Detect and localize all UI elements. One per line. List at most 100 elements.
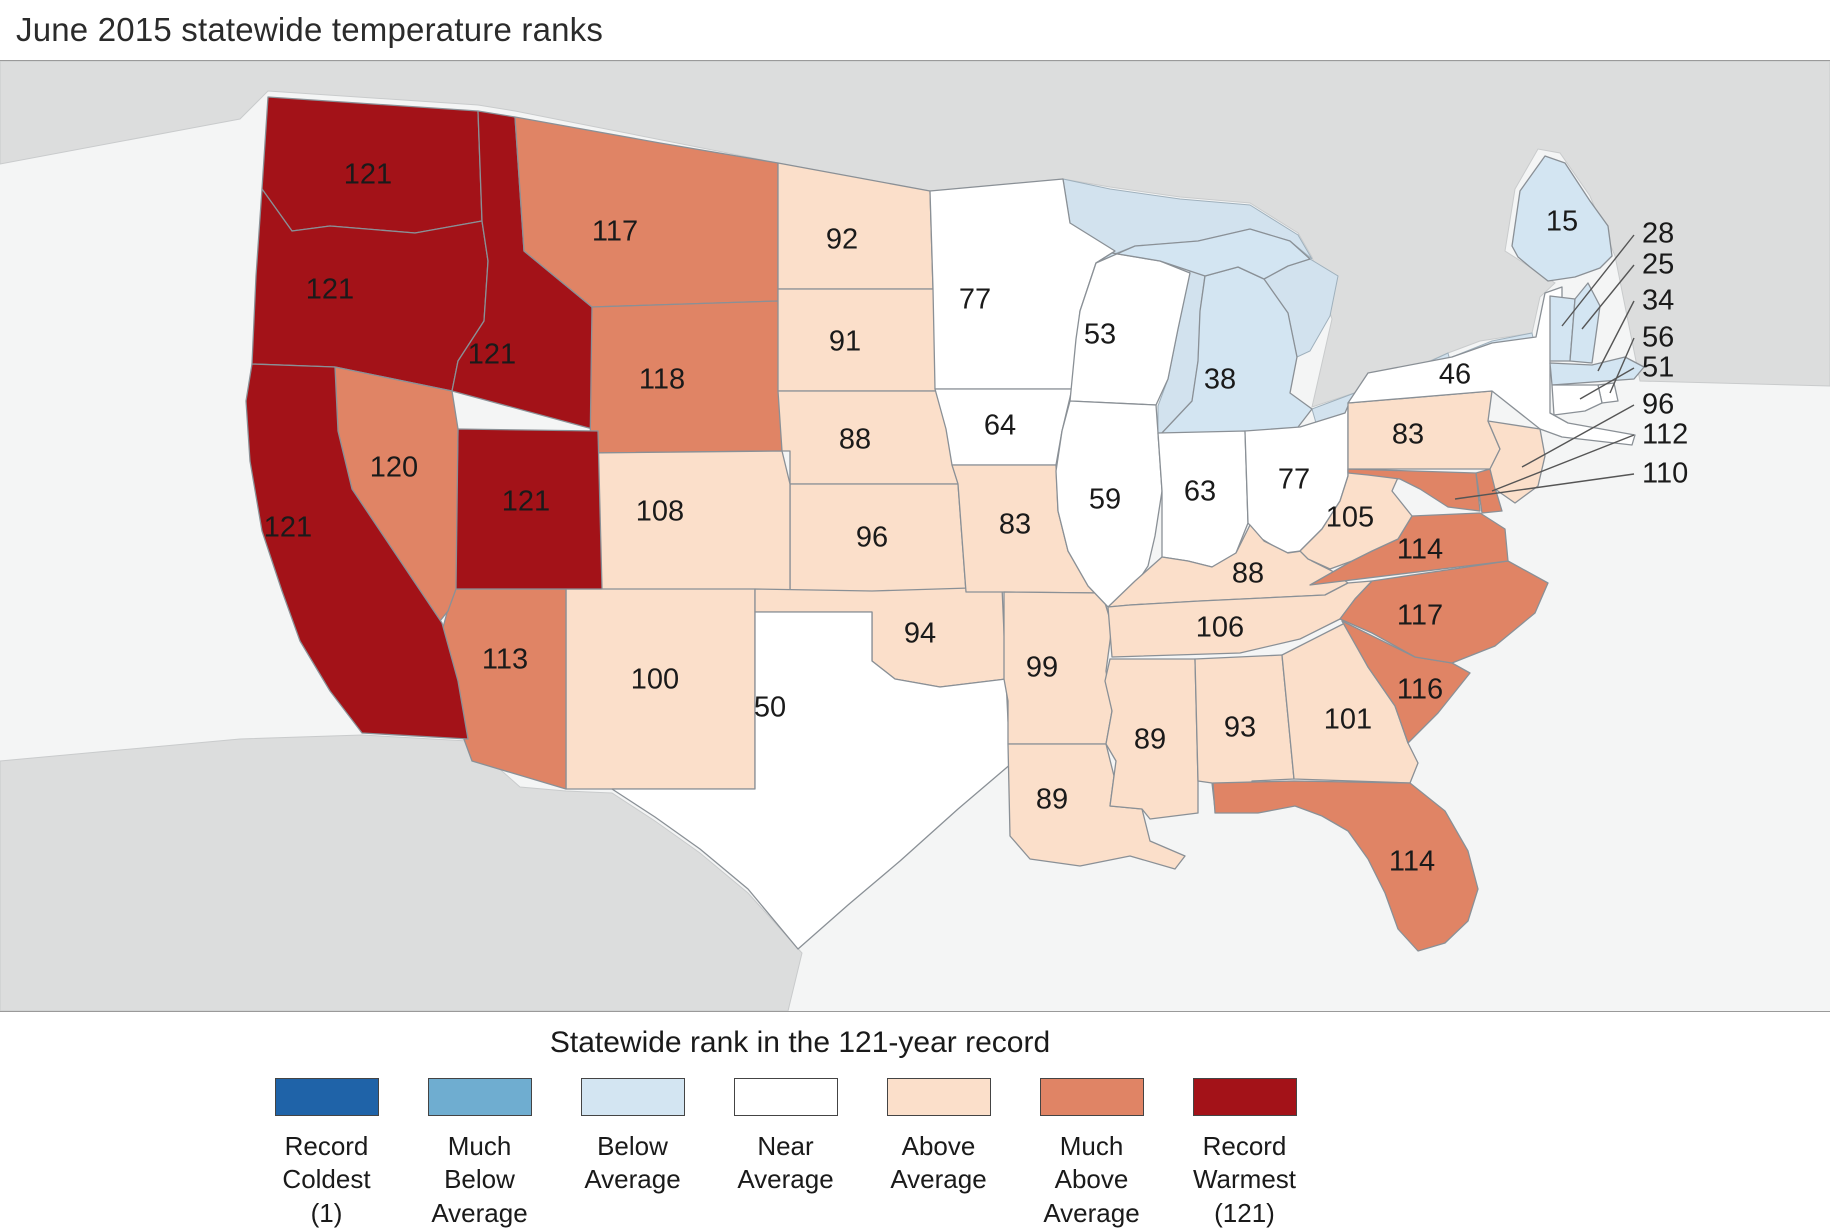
mexico-landmass xyxy=(0,734,803,1011)
state-south-dakota xyxy=(777,288,949,392)
callout-rank-rhode-island: 56 xyxy=(1642,322,1674,354)
state-rank-label: 88 xyxy=(839,424,871,456)
title-bar: June 2015 statewide temperature ranks xyxy=(0,0,1830,61)
state-rank-label: 83 xyxy=(999,509,1031,541)
state-rank-label: 63 xyxy=(1184,476,1216,508)
state-north-carolina xyxy=(1339,560,1549,664)
state-rank-label: 88 xyxy=(1232,558,1264,590)
state-rank-label: 89 xyxy=(1134,724,1166,756)
state-rank-label: 120 xyxy=(370,452,418,484)
state-rank-label: 108 xyxy=(636,496,684,528)
state-rank-label: 50 xyxy=(754,692,786,724)
state-rank-label: 116 xyxy=(1397,674,1443,706)
legend-label: Record Warmest (121) xyxy=(1192,1131,1297,1228)
canada-landmass xyxy=(0,61,1830,408)
state-rank-label: 93 xyxy=(1224,712,1256,744)
callout-line-new-jersey xyxy=(1521,404,1635,468)
callout-line-delaware xyxy=(1491,434,1635,492)
callout-rank-delaware: 112 xyxy=(1642,419,1688,451)
callout-line-new-hampshire xyxy=(1581,264,1635,330)
state-texas xyxy=(611,611,1013,950)
state-rank-label: 59 xyxy=(1089,484,1121,516)
state-michigan-upper-peninsula xyxy=(1095,228,1311,280)
state-rank-label: 121 xyxy=(502,486,550,518)
legend-item-below: Below Average xyxy=(556,1078,709,1230)
state-rank-label: 99 xyxy=(1026,652,1058,684)
state-rank-label: 15 xyxy=(1546,206,1578,238)
callout-line-massachusetts xyxy=(1597,300,1635,372)
state-rank-label: 38 xyxy=(1204,364,1236,396)
state-wyoming xyxy=(589,300,783,454)
state-rank-label: 53 xyxy=(1084,319,1116,351)
state-new-jersey xyxy=(1487,420,1546,504)
callout-line-connecticut xyxy=(1579,367,1635,400)
page-title: June 2015 statewide temperature ranks xyxy=(16,11,604,48)
legend-swatch-record-coldest xyxy=(274,1078,379,1116)
state-maine xyxy=(1511,155,1613,282)
state-rank-label: 77 xyxy=(959,284,991,316)
state-rank-label: 96 xyxy=(856,522,888,554)
state-rank-label: 100 xyxy=(631,664,679,696)
legend-row: Record Coldest (1) Much Below Average Be… xyxy=(250,1078,1350,1230)
state-colorado xyxy=(589,450,791,593)
callout-rank-connecticut: 51 xyxy=(1642,352,1674,384)
legend-item-near: Near Average xyxy=(709,1078,862,1230)
legend: Statewide rank in the 121-year record Re… xyxy=(0,1012,1830,1228)
legend-swatch-above xyxy=(886,1078,991,1116)
state-rank-label: 118 xyxy=(639,364,685,396)
callout-rank-massachusetts: 34 xyxy=(1642,285,1674,317)
callout-line-vermont xyxy=(1561,234,1635,327)
legend-label: Record Coldest (1) xyxy=(282,1131,371,1228)
us-map: 121 121 121 117 118 120 121 121 113 100 … xyxy=(0,61,1830,1011)
state-rank-label: 121 xyxy=(344,159,392,191)
state-florida xyxy=(1212,780,1479,952)
legend-item-much-below: Much Below Average xyxy=(403,1078,556,1230)
state-rank-label: 94 xyxy=(904,618,936,650)
state-rank-label: 91 xyxy=(829,326,861,358)
state-new-hampshire xyxy=(1569,282,1601,364)
callout-rank-maryland: 110 xyxy=(1642,458,1688,490)
state-rank-label: 46 xyxy=(1439,359,1471,391)
state-rank-label: 114 xyxy=(1389,846,1435,878)
state-connecticut xyxy=(1551,384,1603,416)
legend-swatch-much-above xyxy=(1039,1078,1144,1116)
legend-item-above: Above Average xyxy=(862,1078,1015,1230)
legend-label: Much Below Average xyxy=(431,1131,528,1228)
state-california xyxy=(245,363,469,740)
legend-item-much-above: Much Above Average xyxy=(1015,1078,1168,1230)
state-rank-label: 121 xyxy=(264,512,312,544)
map-area: 121 121 121 117 118 120 121 121 113 100 … xyxy=(0,61,1830,1012)
state-rank-label: 64 xyxy=(984,410,1016,442)
state-rank-label: 105 xyxy=(1326,502,1374,534)
state-rank-label: 89 xyxy=(1036,784,1068,816)
callout-line-maryland xyxy=(1454,473,1635,500)
callout-rank-new-jersey: 96 xyxy=(1642,389,1674,421)
state-rank-label: 121 xyxy=(468,339,516,371)
legend-swatch-record-warmest xyxy=(1192,1078,1297,1116)
legend-swatch-near xyxy=(733,1078,838,1116)
state-new-york xyxy=(1347,286,1636,446)
state-rank-label: 106 xyxy=(1196,612,1244,644)
state-rank-label: 117 xyxy=(1397,600,1443,632)
legend-item-record-coldest: Record Coldest (1) xyxy=(250,1078,403,1230)
legend-item-record-warmest: Record Warmest (121) xyxy=(1168,1078,1321,1230)
legend-label: Below Average xyxy=(584,1131,681,1195)
state-rank-label: 101 xyxy=(1324,704,1372,736)
legend-swatch-below xyxy=(580,1078,685,1116)
callout-rank-vermont: 28 xyxy=(1642,218,1674,250)
legend-swatch-much-below xyxy=(427,1078,532,1116)
state-rank-label: 83 xyxy=(1392,419,1424,451)
legend-label: Near Average xyxy=(737,1131,834,1195)
state-rank-label: 113 xyxy=(482,644,528,676)
state-rank-label: 121 xyxy=(306,274,354,306)
legend-label: Much Above Average xyxy=(1043,1131,1140,1228)
callout-rank-new-hampshire: 25 xyxy=(1642,249,1674,281)
state-rank-label: 117 xyxy=(592,216,638,248)
legend-title: Statewide rank in the 121-year record xyxy=(549,1026,1051,1059)
state-rank-label: 114 xyxy=(1397,534,1443,566)
legend-label: Above Average xyxy=(890,1131,987,1195)
callout-line-rhode-island xyxy=(1609,337,1635,394)
state-west-virginia xyxy=(1299,468,1413,570)
state-rank-label: 92 xyxy=(826,224,858,256)
state-rank-label: 77 xyxy=(1278,464,1310,496)
